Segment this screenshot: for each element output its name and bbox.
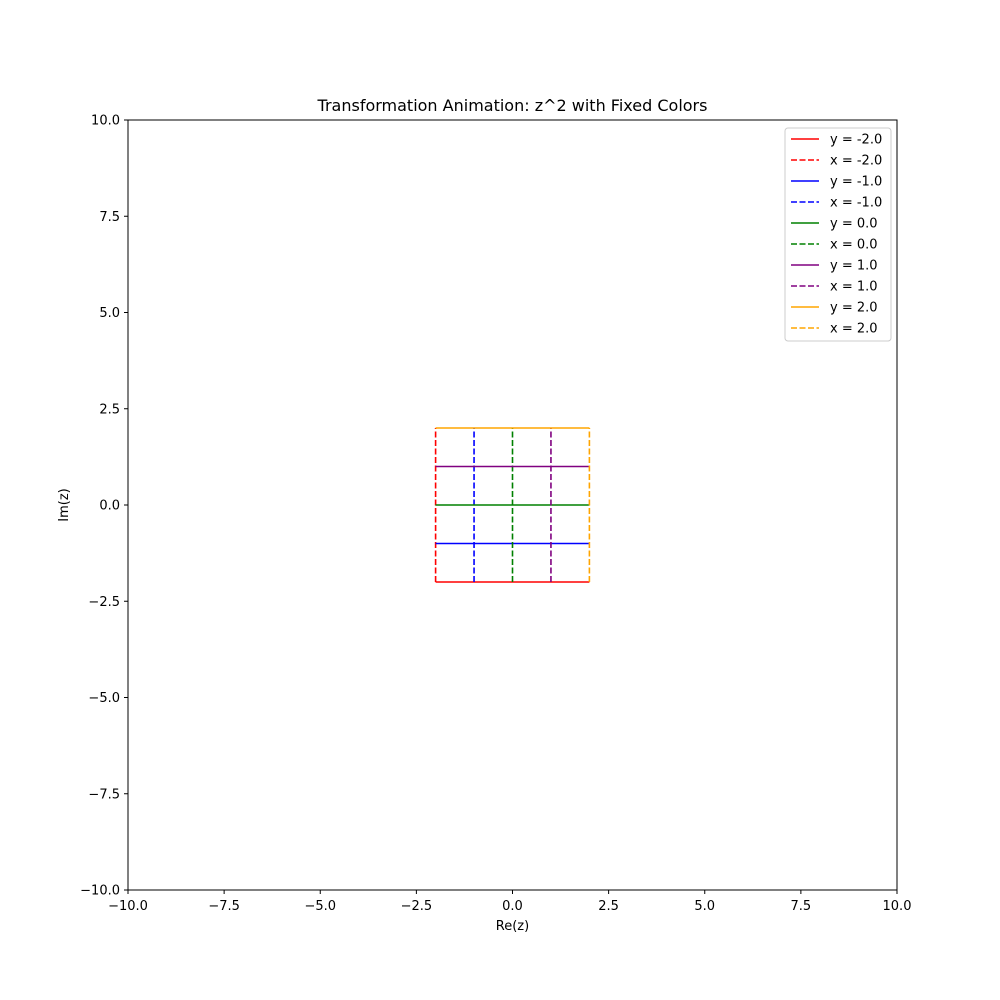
- legend: y = -2.0 x = -2.0 y = -1.0 x = -1.0 y = 0.0 x…: [784, 127, 892, 342]
- x-tick-label: −5.0: [304, 899, 336, 914]
- x-tick-label: −7.5: [208, 899, 240, 914]
- y-tick-label: −2.5: [88, 595, 120, 610]
- y-tick-label: 0.0: [99, 499, 120, 514]
- chart-title: Transformation Animation: z^2 with Fixed…: [317, 96, 708, 115]
- legend-entry-label: y = 1.0: [830, 259, 878, 274]
- y-tick-label: −10.0: [80, 884, 120, 899]
- legend-entry-label: y = -2.0: [830, 133, 882, 148]
- x-tick-label: −10.0: [108, 899, 148, 914]
- series-layer: [434, 427, 591, 583]
- legend-entry-label: x = 1.0: [830, 280, 878, 295]
- x-tick-label: 5.0: [694, 899, 715, 914]
- legend-entry-label: y = -1.0: [830, 175, 882, 190]
- y-tick-label: 2.5: [99, 402, 120, 417]
- legend-entry-label: x = -1.0: [830, 196, 882, 211]
- x-tick-label: −2.5: [401, 899, 433, 914]
- legend-entry-label: x = 2.0: [830, 322, 878, 337]
- x-tick-label: 2.5: [598, 899, 619, 914]
- x-tick-label: 10.0: [883, 899, 912, 914]
- y-tick-label: −5.0: [88, 691, 120, 706]
- x-tick-label: 7.5: [791, 899, 812, 914]
- legend-entry-label: x = 0.0: [830, 238, 878, 253]
- legend-entry-label: x = -2.0: [830, 154, 882, 169]
- x-tick-label: 0.0: [502, 899, 523, 914]
- y-axis: −10.0 −7.5 −5.0 −2.5 0.0 2.5 5.0 7.5 10.0: [80, 114, 128, 899]
- y-axis-label: Im(z): [57, 488, 72, 521]
- y-tick-label: 7.5: [99, 210, 120, 225]
- legend-entry-label: y = 0.0: [830, 217, 878, 232]
- y-tick-label: 10.0: [91, 114, 120, 129]
- x-axis: −10.0 −7.5 −5.0 −2.5 0.0 2.5 5.0 7.5 10.0: [108, 890, 911, 914]
- legend-entry-label: y = 2.0: [830, 301, 878, 316]
- x-axis-label: Re(z): [496, 919, 529, 934]
- y-tick-label: 5.0: [99, 306, 120, 321]
- y-tick-label: −7.5: [88, 787, 120, 802]
